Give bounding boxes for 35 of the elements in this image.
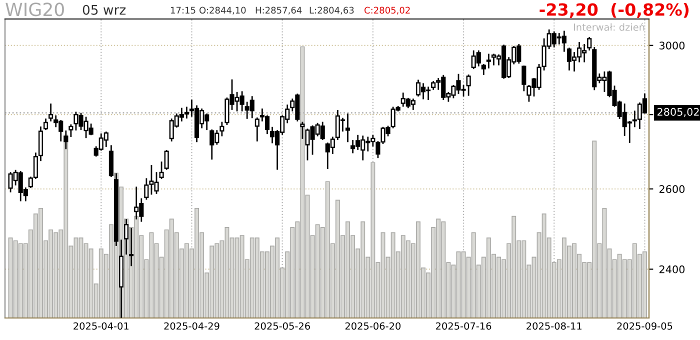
candlestick bbox=[481, 64, 486, 75]
candlestick bbox=[164, 150, 169, 170]
candlestick bbox=[486, 54, 491, 68]
x-tick-label: 2025-04-01 bbox=[74, 322, 128, 330]
text: L:2804,63 bbox=[310, 6, 354, 15]
candlestick bbox=[64, 130, 68, 150]
ref-line-label: 2805,02 bbox=[657, 108, 699, 117]
candlestick bbox=[68, 124, 74, 138]
chart-title: WIG20 bbox=[6, 2, 64, 16]
candlestick bbox=[48, 104, 54, 122]
x-tick-label: 2025-06-20 bbox=[345, 322, 401, 330]
x-tick-label: 2025-07-16 bbox=[436, 322, 492, 330]
x-tick-label: 2025-09-05 bbox=[617, 322, 672, 330]
x-tick-label: 2025-05-26 bbox=[254, 322, 310, 330]
x-tick-label: 2025-04-29 bbox=[164, 322, 220, 330]
text: -23,20 (-0,82%) bbox=[540, 2, 689, 18]
x-tick-label: 2025-08-11 bbox=[526, 322, 582, 330]
y-tick-label: 2400 bbox=[659, 265, 685, 274]
text: 05 wrz bbox=[82, 4, 126, 15]
candlestick bbox=[220, 122, 224, 136]
annotation: Interwał: dzień bbox=[574, 22, 644, 31]
candlestick bbox=[254, 117, 260, 142]
candlestick bbox=[159, 162, 164, 179]
text: 17:15 bbox=[170, 6, 196, 14]
candlestick bbox=[345, 114, 350, 142]
candlestick bbox=[522, 66, 526, 92]
text: O:2844,10 bbox=[200, 6, 246, 15]
text: H:2857,64 bbox=[256, 6, 302, 15]
text: C:2805,02 bbox=[364, 6, 410, 15]
candlestick bbox=[466, 74, 471, 96]
y-tick-label: 3000 bbox=[660, 42, 685, 50]
candlestick bbox=[587, 37, 592, 50]
candlestick bbox=[300, 122, 305, 139]
y-tick-label: 2600 bbox=[659, 185, 685, 194]
candlestick bbox=[43, 118, 48, 130]
